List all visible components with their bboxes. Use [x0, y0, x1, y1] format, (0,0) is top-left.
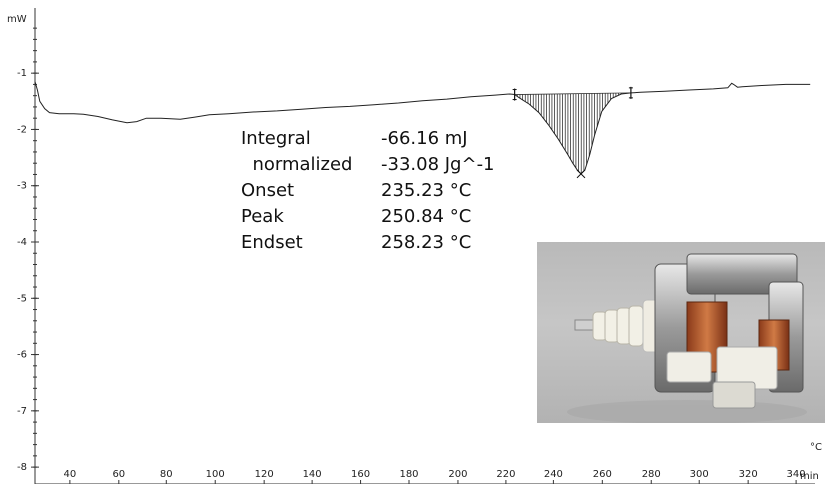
motor-illustration [567, 253, 807, 423]
dsc-curve [34, 81, 811, 175]
marker-group [512, 86, 633, 179]
temp-tick-label: 180 [399, 469, 418, 480]
annotation-peak-key: Peak [241, 206, 284, 227]
temp-tick-label: 280 [642, 469, 661, 480]
temp-tick-label: 80 [160, 469, 173, 480]
annotation-normalized-value: -33.08 Jg^-1 [381, 154, 495, 175]
integral-baseline [514, 92, 631, 95]
peak-marker [576, 169, 586, 179]
temp-tick-label: 120 [255, 469, 274, 480]
temp-tick-label: 140 [303, 469, 322, 480]
temp-tick-label: 240 [544, 469, 563, 480]
temp-tick-label: 300 [690, 469, 709, 480]
time-axis-unit-label: min [800, 471, 819, 482]
annotation-block: Integral -66.16 mJ normalized -33.08 Jg^… [241, 128, 541, 258]
annotation-peak-value: 250.84 °C [381, 206, 472, 227]
y-tick-label: -1 [17, 68, 27, 79]
annotation-onset-key: Onset [241, 180, 295, 201]
axes-group: -1-2-3-4-5-6-7-8012345678910111213141540… [17, 8, 815, 484]
integral-hatch [514, 92, 631, 174]
temp-axis-unit-label: °C [810, 442, 822, 453]
y-tick-label: -8 [17, 462, 27, 473]
temp-tick-label: 340 [787, 469, 806, 480]
y-tick-label: -4 [17, 237, 27, 248]
temp-tick-label: 40 [64, 469, 77, 480]
annotation-endset-value: 258.23 °C [381, 232, 472, 253]
y-tick-label: -5 [17, 293, 27, 304]
temp-tick-label: 260 [593, 469, 612, 480]
annotation-integral-value: -66.16 mJ [381, 128, 468, 149]
sample-photo [537, 242, 825, 423]
y-tick-label: -3 [17, 181, 27, 192]
annotation-endset-key: Endset [241, 232, 303, 253]
y-tick-label: -2 [17, 124, 27, 135]
temp-tick-label: 100 [206, 469, 225, 480]
annotation-normalized-key: normalized [241, 154, 353, 175]
y-axis-unit-label: mW [7, 14, 27, 25]
temp-tick-label: 200 [448, 469, 467, 480]
temp-tick-label: 220 [496, 469, 515, 480]
annotation-onset-value: 235.23 °C [381, 180, 472, 201]
temp-tick-label: 320 [739, 469, 758, 480]
y-tick-label: -7 [17, 406, 27, 417]
temp-tick-label: 160 [351, 469, 370, 480]
annotation-integral-key: Integral [241, 128, 311, 149]
y-tick-label: -6 [17, 350, 27, 361]
temp-tick-label: 60 [112, 469, 125, 480]
